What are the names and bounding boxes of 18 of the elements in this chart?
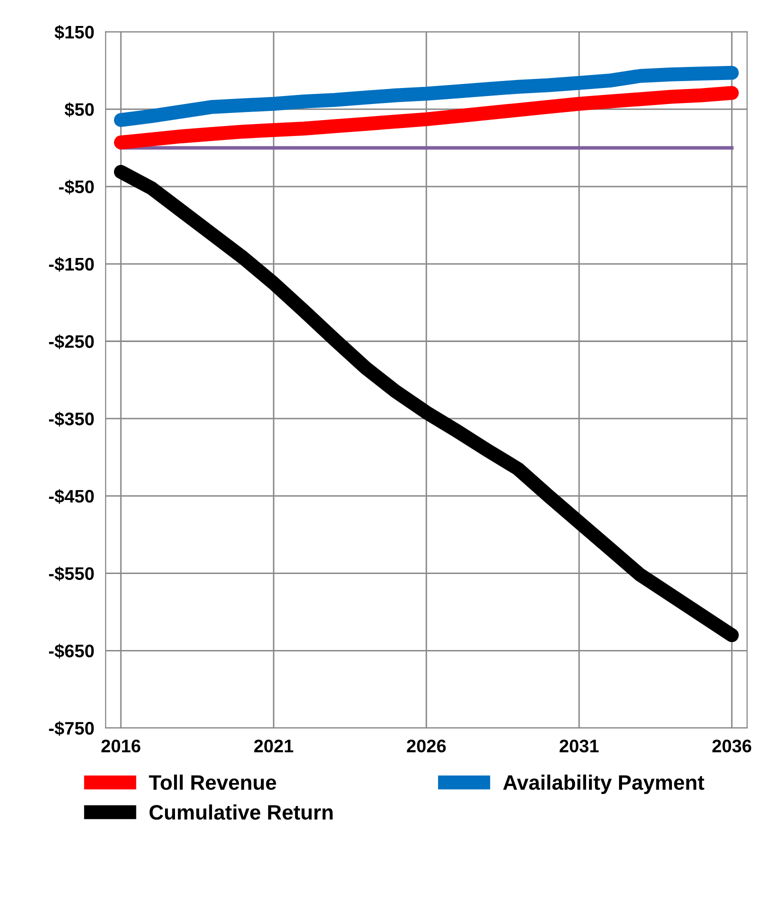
y-tick-label: $50 xyxy=(64,102,94,118)
legend-label: Cumulative Return xyxy=(150,804,333,820)
y-tick-label: $150 xyxy=(54,24,94,40)
y-tick-label: -$250 xyxy=(49,334,94,350)
legend-label: Availability Payment xyxy=(503,774,704,794)
y-tick-label: -$150 xyxy=(49,257,94,272)
x-tick-label: 2026 xyxy=(406,740,446,752)
y-tick-label: -$550 xyxy=(49,566,94,582)
y-tick-label: -$350 xyxy=(49,412,94,426)
legend-label: Toll Revenue xyxy=(148,774,276,790)
y-tick-label: -$450 xyxy=(49,489,94,504)
x-tick-label: 2036 xyxy=(712,740,752,752)
x-tick-label: 2016 xyxy=(101,740,140,752)
x-tick-label: 2031 xyxy=(560,740,599,752)
y-tick-label: -$750 xyxy=(49,721,94,736)
y-tick-label: -$50 xyxy=(59,180,94,194)
y-tick-label: -$650 xyxy=(49,644,94,659)
x-tick-label: 2021 xyxy=(254,740,294,752)
